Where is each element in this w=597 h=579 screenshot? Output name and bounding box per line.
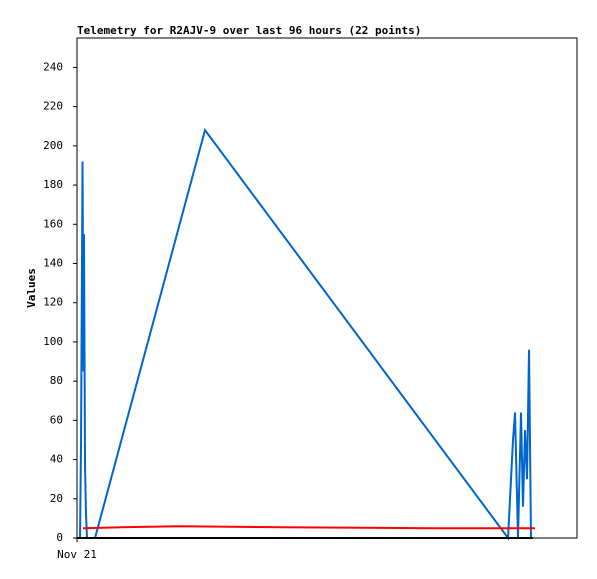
y-tick-label: 180: [43, 178, 63, 191]
series-line: [82, 525, 536, 530]
y-tick-label: 0: [56, 531, 63, 544]
y-tick-label: 80: [50, 374, 63, 387]
y-tick-label: 200: [43, 139, 63, 152]
y-tick-label: 40: [50, 453, 63, 466]
y-tick-label: 160: [43, 217, 63, 230]
y-axis-label: Values: [25, 268, 38, 308]
y-tick-label: 220: [43, 100, 63, 113]
y-tick-label: 20: [50, 492, 63, 505]
y-tick-label: 140: [43, 256, 63, 269]
series-line: [79, 127, 533, 541]
y-tick-label: 100: [43, 335, 63, 348]
chart-title: Telemetry for R2AJV-9 over last 96 hours…: [77, 24, 421, 37]
y-tick-label: 60: [50, 413, 63, 426]
plot-frame: [76, 37, 578, 539]
x-tick-label: Nov 21: [57, 548, 97, 561]
y-tick-label: 120: [43, 296, 63, 309]
y-tick-label: 240: [43, 60, 63, 73]
